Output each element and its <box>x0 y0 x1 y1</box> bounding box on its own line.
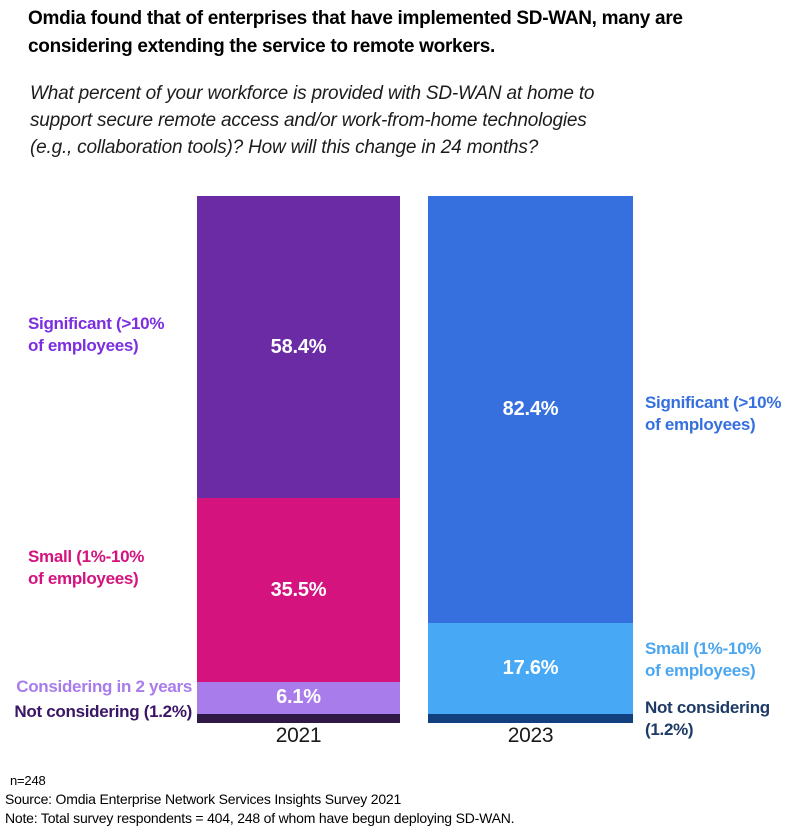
label-significant-2021: Significant (>10% of employees) <box>28 314 165 355</box>
label-considering-2021: Considering in 2 years <box>16 677 192 696</box>
label-small-2021: Small (1%-10% of employees) <box>28 547 145 588</box>
segment-value-label: 17.6% <box>502 656 559 679</box>
segment-value-label: 6.1% <box>276 686 321 709</box>
label-not-considering-2021: Not considering (1.2%) <box>14 702 192 721</box>
axis-label-2021: 2021 <box>275 724 322 747</box>
segment-significant-10-of-employees: 82.4% <box>428 196 633 623</box>
segment-not-considering <box>197 713 400 723</box>
footnote: Note: Total survey respondents = 404, 24… <box>5 810 515 826</box>
stacked-bar-2023: 82.4% 17.6% <box>428 196 633 723</box>
segment-not-considering <box>428 713 633 723</box>
stacked-bar-2021: 58.4% 35.5% 6.1% <box>197 196 400 723</box>
axis-label-2023: 2023 <box>507 724 554 747</box>
source-note: Source: Omdia Enterprise Network Service… <box>5 791 402 807</box>
sample-size-note: n=248 <box>10 773 46 788</box>
segment-significant-10-of-employees: 58.4% <box>197 196 400 499</box>
segment-small-1-10-of-employees: 35.5% <box>197 498 400 683</box>
label-significant-2023: Significant (>10% of employees) <box>645 393 782 434</box>
segment-value-label: 35.5% <box>270 578 327 601</box>
survey-question: What percent of your workforce is provid… <box>30 83 595 158</box>
segment-considering-in-2-years: 6.1% <box>197 682 400 714</box>
segment-small-1-10-of-employees: 17.6% <box>428 622 633 714</box>
label-small-2023: Small (1%-10% of employees) <box>645 639 762 680</box>
segment-value-label: 58.4% <box>270 335 327 358</box>
segment-value-label: 82.4% <box>502 397 559 420</box>
page-title: Omdia found that of enterprises that hav… <box>28 8 683 57</box>
label-not-considering-2023: Not considering (1.2%) <box>645 698 770 739</box>
